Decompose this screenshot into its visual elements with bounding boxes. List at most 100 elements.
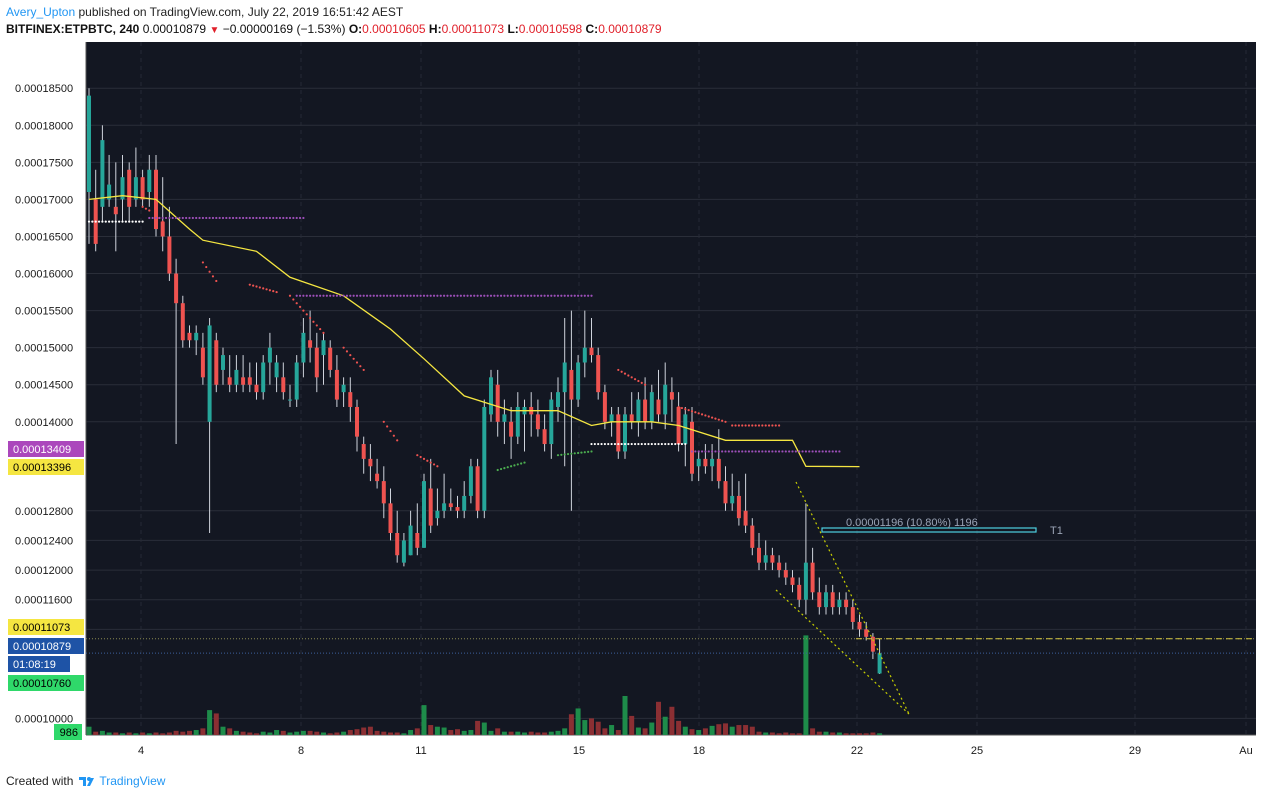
candle-body [388, 503, 393, 533]
candle [187, 325, 192, 348]
sar-dot [322, 294, 325, 297]
sar-dot [111, 220, 114, 223]
sar-red-dots [141, 205, 781, 468]
footer-brand-link[interactable]: TradingView [99, 774, 166, 788]
volume-bar [86, 726, 92, 735]
candle [107, 154, 112, 207]
volume-bar [662, 716, 668, 735]
sar-dot [747, 450, 751, 453]
sar-dot [684, 407, 687, 411]
price-tick-label: 0.00018000 [15, 120, 73, 132]
candle-body [133, 177, 138, 200]
volume-bar [381, 731, 387, 735]
candle [770, 547, 775, 571]
sar-dot [154, 216, 158, 220]
sar-dot [617, 368, 620, 372]
sar-dot [154, 213, 158, 216]
sar-dot [416, 294, 419, 297]
sar-dot [489, 294, 493, 297]
candle-body [241, 377, 246, 385]
sar-dot [516, 294, 519, 297]
volume-bar [441, 727, 447, 735]
sar-dot [265, 216, 268, 220]
last-price: 0.00010879 [142, 22, 207, 36]
candle-body [214, 340, 219, 385]
candle [562, 318, 567, 467]
candle [589, 318, 594, 363]
candle [569, 310, 574, 511]
volume-bar [850, 733, 856, 735]
price-badge-label: 0.00013396 [13, 462, 71, 474]
sar-dot [195, 216, 198, 220]
sar-dot [171, 216, 174, 220]
candle [857, 614, 862, 637]
sar-dot [520, 294, 523, 297]
sar-dot [309, 316, 312, 320]
volume-bar [200, 728, 206, 735]
price-badge-bg [8, 638, 84, 654]
candle [261, 355, 266, 400]
sar-dot [503, 294, 506, 297]
sar-dot [506, 466, 509, 469]
volume-bar [106, 732, 112, 735]
sar-dot [556, 294, 560, 297]
candle [241, 355, 246, 393]
sar-dot [191, 216, 194, 220]
sar-dot [389, 429, 392, 433]
sar-dot [205, 265, 208, 269]
price-chart[interactable]: 0.000195000.000185000.000180000.00017500… [6, 40, 1256, 762]
volume-bar [140, 732, 146, 735]
sar-dot [134, 220, 137, 223]
candle [824, 584, 828, 615]
candle [830, 584, 835, 615]
volume-bar [374, 730, 380, 735]
sar-dot [406, 294, 409, 297]
time-axis: 4 8 11 15 18 22 25 29 Au [138, 42, 1253, 757]
candle-body [435, 510, 440, 519]
sar-dot [339, 294, 342, 297]
candle-body [643, 399, 648, 422]
candle [515, 392, 520, 445]
sar-dot [731, 450, 734, 453]
sar-dot [272, 290, 275, 293]
candle [160, 177, 165, 252]
symbol-info: BITFINEX:ETPBTC, 240 0.00010879 ▼ −0.000… [6, 22, 662, 36]
sar-dot [811, 450, 814, 453]
sar-dot [426, 459, 429, 462]
author-link[interactable]: Avery_Upton [6, 5, 76, 19]
sar-dot [295, 216, 298, 220]
sar-dot [499, 294, 503, 297]
sar-dot [278, 216, 282, 220]
candle [750, 518, 755, 556]
sar-dot [282, 216, 285, 220]
sar-dot [439, 294, 442, 297]
open-label: O: [348, 22, 363, 36]
sar-dot [818, 450, 821, 453]
footer: Created with TradingView [6, 774, 165, 788]
candle-body [267, 347, 272, 363]
sar-dot [674, 442, 677, 446]
sar-dot [268, 216, 271, 220]
candle-body [281, 377, 286, 393]
candle-body [870, 636, 875, 652]
candle [810, 547, 815, 600]
candle-body [401, 540, 406, 563]
sar-dot [144, 207, 148, 210]
candle [254, 362, 259, 400]
candle-body [656, 399, 661, 415]
sar-dot [429, 294, 432, 297]
sar-dot [640, 381, 643, 384]
sar-dot [392, 434, 395, 437]
volume-bar [810, 728, 816, 735]
time-tick-label: 18 [693, 745, 705, 757]
sar-dot [670, 442, 674, 446]
sar-dot [312, 320, 315, 323]
sar-dot [587, 294, 590, 297]
sar-dot [737, 424, 741, 427]
candle [100, 125, 105, 222]
sar-dot [295, 302, 298, 305]
volume-bar [113, 732, 119, 735]
sar-dot [741, 424, 744, 427]
price-tick-label: 0.00015000 [15, 343, 73, 355]
candle-body [361, 444, 366, 459]
